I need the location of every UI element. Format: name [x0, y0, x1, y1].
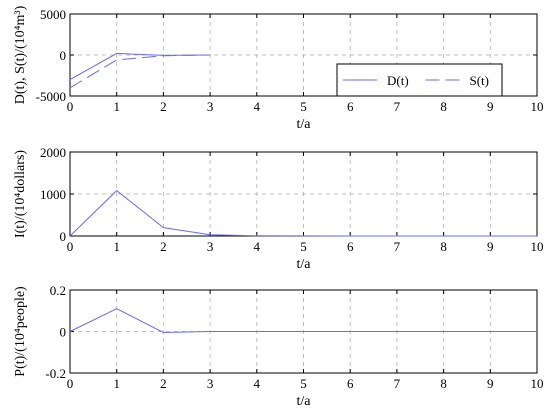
y-axis-label: I(t)/(10⁴dollars)	[13, 150, 28, 238]
legend-entry: D(t)	[387, 73, 409, 88]
legend-box	[336, 63, 503, 97]
y-tick-label: 2000	[40, 145, 66, 160]
x-tick-label: 2	[160, 376, 167, 391]
y-tick-label: -5000	[36, 89, 66, 104]
x-tick-label: 6	[347, 99, 354, 114]
x-tick-label: 7	[394, 99, 401, 114]
y-tick-label: 5000	[40, 7, 66, 22]
x-tick-label: 9	[487, 376, 494, 391]
x-tick-label: 2	[160, 239, 167, 254]
legend-entry: S(t)	[470, 73, 490, 88]
x-tick-label: 3	[207, 376, 214, 391]
x-tick-label: 6	[347, 239, 354, 254]
y-tick-label: 0	[60, 48, 67, 63]
x-tick-label: 5	[300, 376, 307, 391]
x-tick-label: 8	[440, 376, 447, 391]
x-tick-label: 3	[207, 239, 214, 254]
x-tick-label: 5	[300, 239, 307, 254]
x-tick-label: 1	[113, 376, 120, 391]
x-tick-label: 4	[254, 376, 261, 391]
legend: D(t) S(t)	[336, 63, 503, 97]
x-tick-label: 1	[113, 239, 120, 254]
y-tick-label: 0.2	[50, 283, 66, 298]
y-tick-label: 0	[60, 229, 67, 244]
x-tick-label: 10	[531, 376, 544, 391]
series-line-1	[69, 189, 537, 237]
x-tick-label: 0	[67, 376, 74, 391]
y-axis-label: D(t), S(t)/(10⁴m³)	[13, 5, 28, 104]
series-line-2	[69, 54, 211, 89]
x-tick-label: 2	[160, 99, 167, 114]
x-axis-label: t/a	[297, 394, 312, 409]
y-axis-label: P(t)/(10⁴people)	[13, 286, 28, 377]
y-tick-label: 1000	[40, 187, 66, 202]
x-tick-label: 3	[207, 99, 214, 114]
x-tick-label: 7	[394, 239, 401, 254]
x-tick-label: 7	[394, 376, 401, 391]
x-tick-label: 1	[113, 99, 120, 114]
x-tick-label: 10	[531, 99, 544, 114]
x-tick-label: 10	[531, 239, 544, 254]
x-axis-label: t/a	[297, 257, 312, 272]
chart-panel-3: 0 1 2 3 4 5 6 7 8 9 100.20-0.2t/aP(t)/(10⁴people)	[13, 283, 544, 409]
y-tick-label: -0.2	[45, 366, 66, 381]
x-tick-label: 9	[487, 99, 494, 114]
x-tick-label: 8	[440, 239, 447, 254]
x-tick-label: 4	[254, 99, 261, 114]
x-tick-label: 4	[254, 239, 261, 254]
x-axis-label: t/a	[297, 117, 312, 132]
x-tick-label: 5	[300, 99, 307, 114]
chart-panel-2: 0 1 2 3 4 5 6 7 8 9 10 2000 1000 0 t/a I(t)/(10⁴dollars…	[13, 145, 544, 272]
x-tick-label: 6	[347, 376, 354, 391]
y-tick-label: 0	[60, 325, 67, 340]
x-tick-label: 9	[487, 239, 494, 254]
x-tick-label: 8	[440, 99, 447, 114]
series-line-1	[69, 308, 537, 334]
x-tick-label: 0	[67, 99, 74, 114]
x-tick-label: 0	[67, 239, 74, 254]
